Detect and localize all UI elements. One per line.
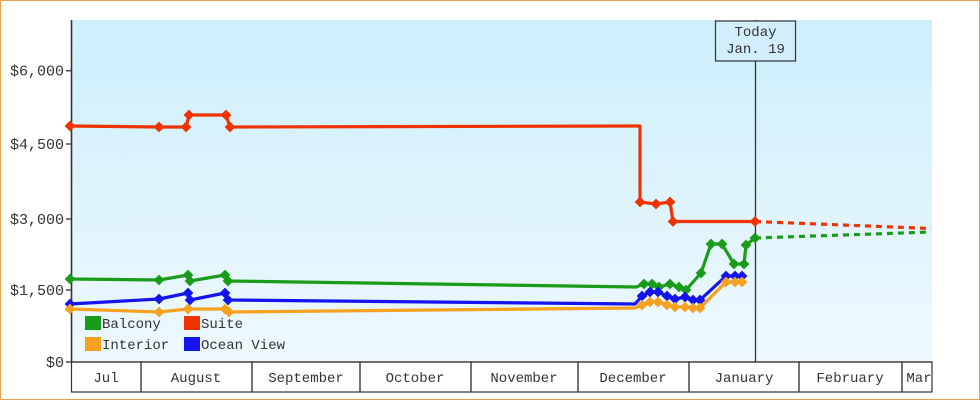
svg-text:November: November (490, 371, 557, 387)
svg-text:Balcony: Balcony (102, 317, 161, 333)
svg-text:January: January (715, 371, 774, 387)
svg-text:Mar: Mar (906, 371, 931, 387)
svg-text:Jul: Jul (93, 371, 118, 387)
svg-text:February: February (816, 371, 883, 387)
svg-text:Interior: Interior (102, 338, 169, 354)
svg-text:Jan. 19: Jan. 19 (726, 42, 785, 58)
svg-text:$0: $0 (46, 355, 64, 372)
svg-text:Ocean View: Ocean View (201, 338, 286, 354)
svg-text:August: August (171, 371, 221, 387)
svg-text:October: October (386, 371, 445, 387)
svg-text:September: September (268, 371, 344, 387)
svg-text:$6,000: $6,000 (10, 64, 64, 81)
svg-text:Today: Today (734, 25, 776, 41)
svg-text:December: December (599, 371, 666, 387)
svg-text:$1,500: $1,500 (10, 283, 64, 300)
svg-text:Suite: Suite (201, 317, 243, 333)
svg-text:$4,500: $4,500 (10, 137, 64, 154)
svg-text:$3,000: $3,000 (10, 212, 64, 229)
